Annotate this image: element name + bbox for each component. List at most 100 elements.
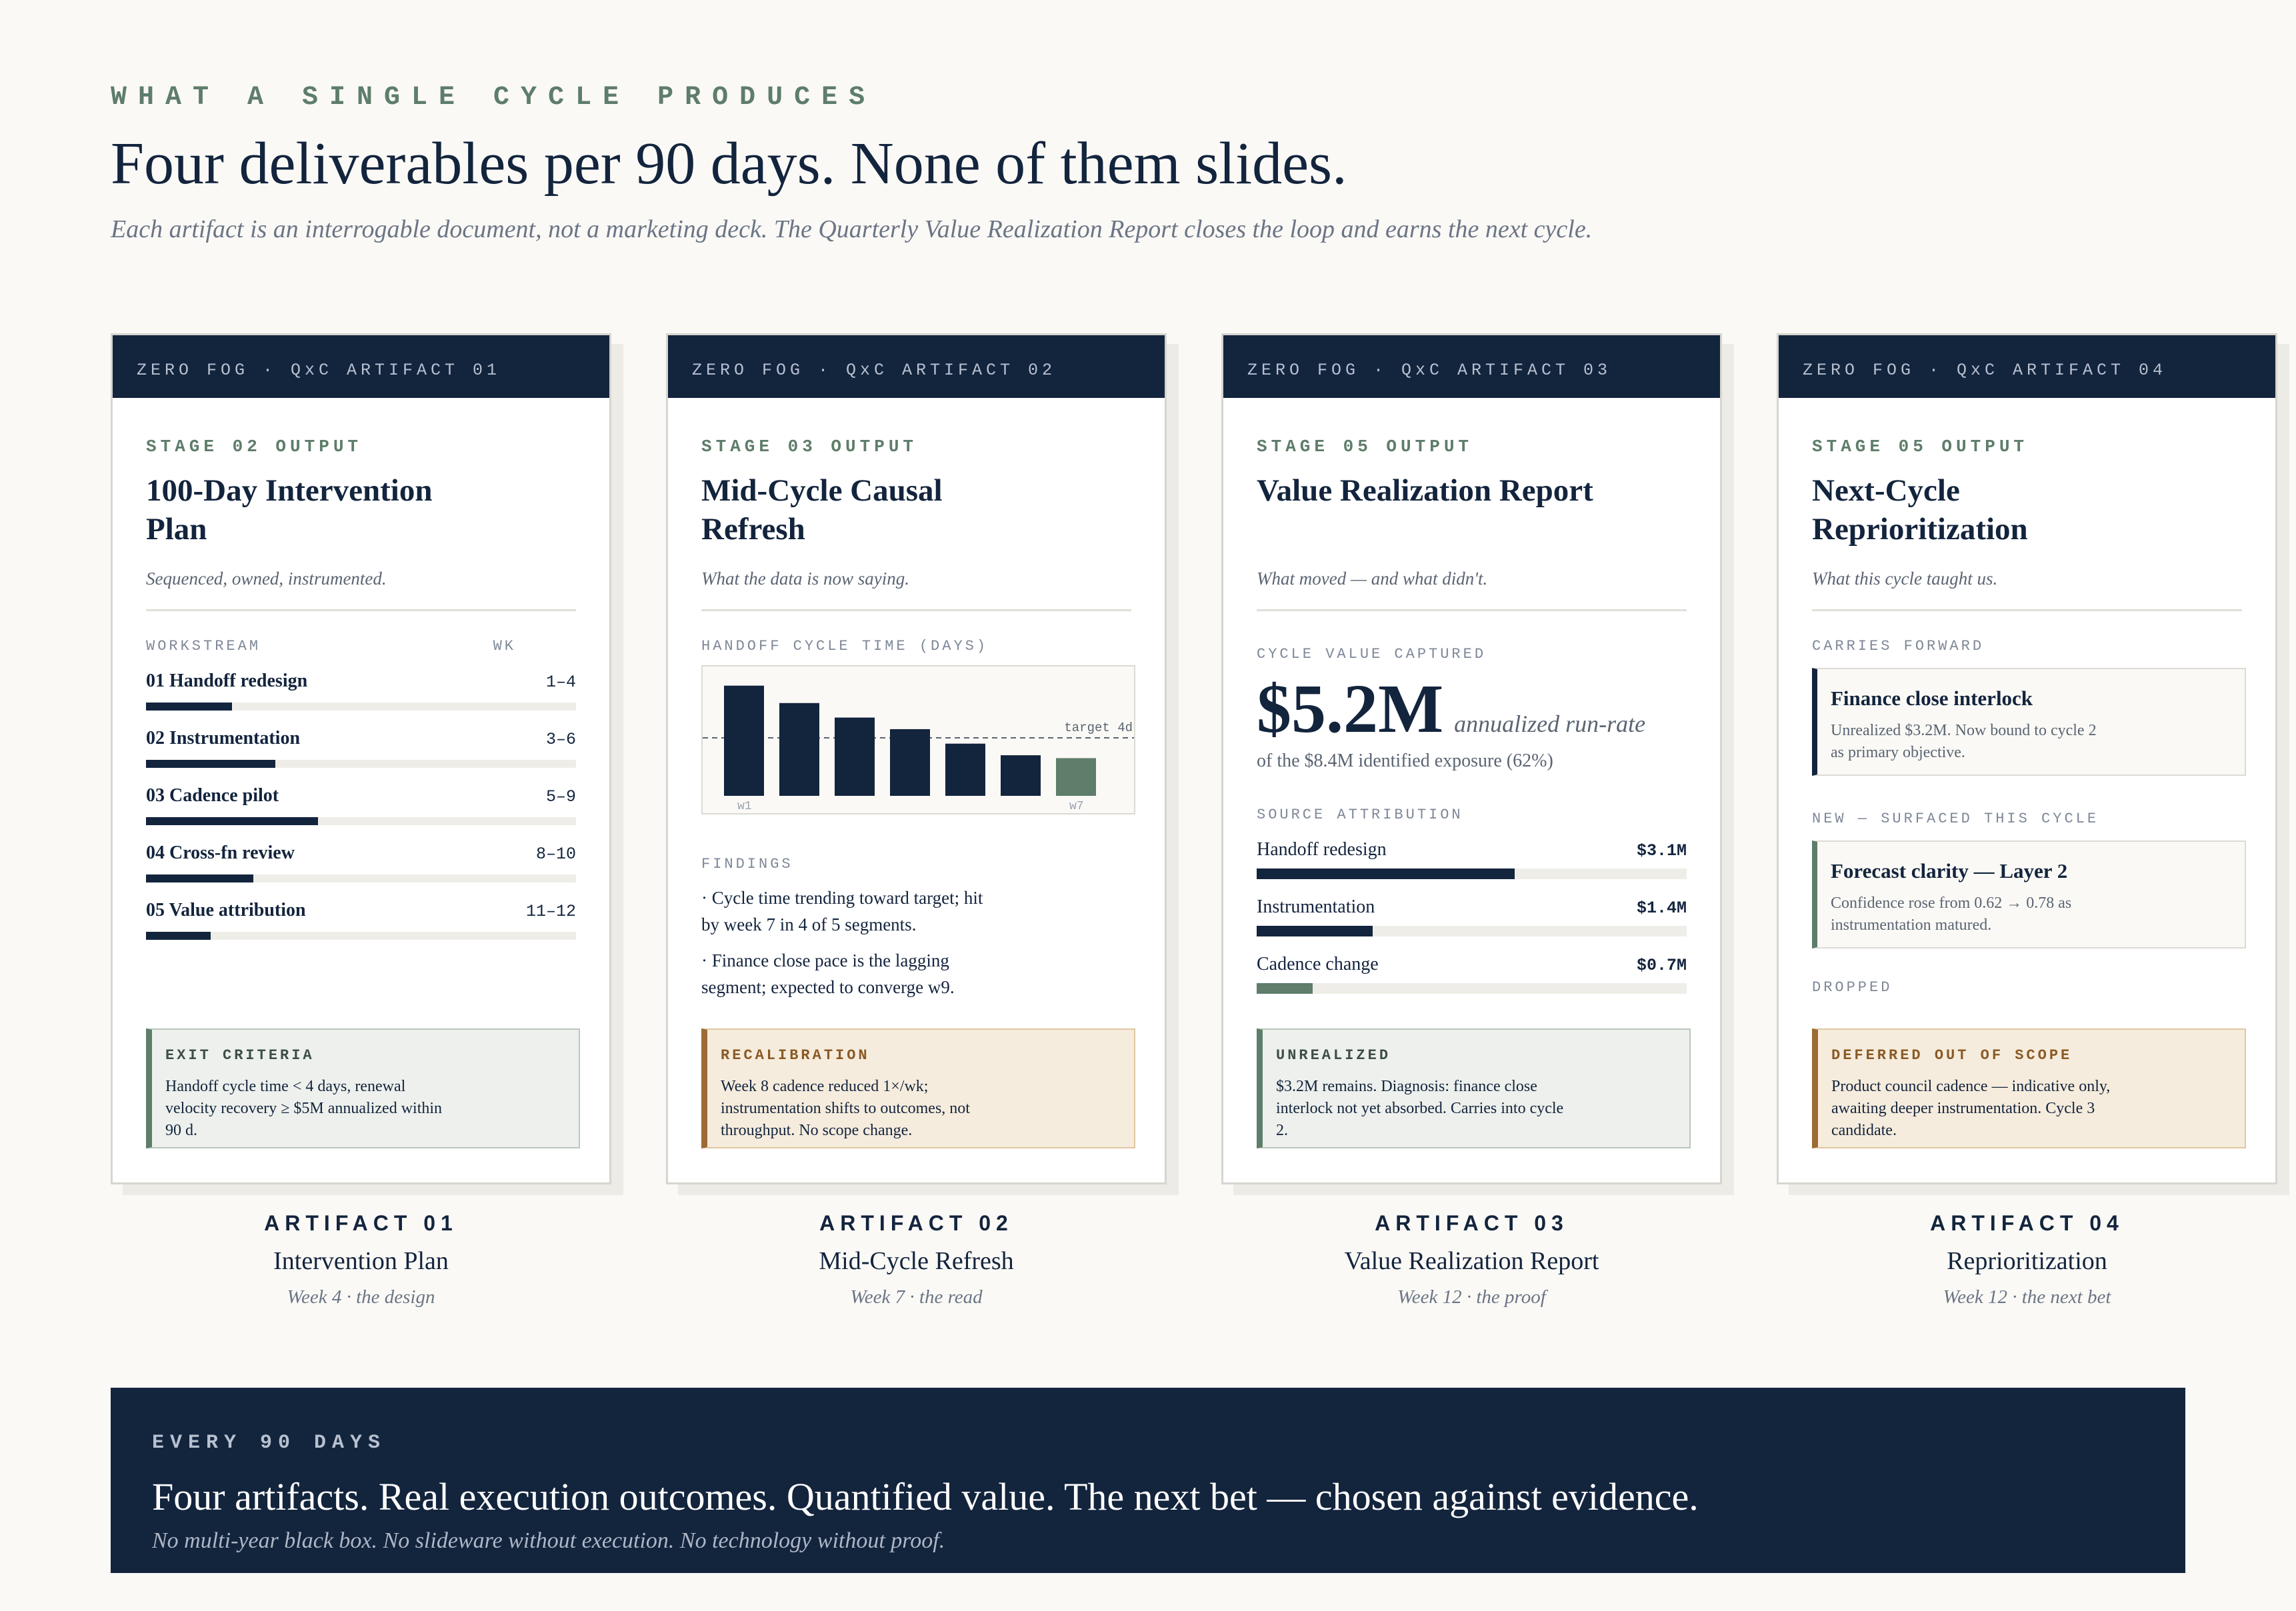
- finding-item: · Finance close pace is the lagging segm…: [701, 950, 955, 997]
- finding-item: · Cycle time trending toward target; hit…: [701, 888, 983, 934]
- value-label: CYCLE VALUE CAPTURED: [1257, 646, 1487, 663]
- carries-forward-text: Unrealized $3.2M. Now bound to cycle 2 a…: [1831, 722, 2097, 761]
- workstream-name: 01 Handoff redesign: [146, 671, 308, 691]
- workstream-weeks: 5–9: [545, 787, 576, 806]
- card-stage: STAGE 05 OUTPUT: [1257, 437, 1473, 457]
- deferred-callout: DEFERRED OUT OF SCOPE Product council ca…: [1812, 1028, 2246, 1148]
- divider: [1257, 609, 1687, 611]
- callout-label: RECALIBRATION: [721, 1047, 870, 1064]
- divider: [701, 609, 1131, 611]
- caption-number: ARTIFACT 03: [1375, 1211, 1569, 1235]
- card-title: Next-Cycle Reprioritization: [1812, 473, 2028, 547]
- x-tick-label: w7: [1069, 800, 1084, 813]
- exit-criteria-callout: EXIT CRITERIA Handoff cycle time < 4 day…: [146, 1028, 580, 1148]
- workstream-name: 04 Cross-fn review: [146, 842, 295, 863]
- workstream-weeks: 1–4: [545, 673, 576, 692]
- card-panel: ZERO FOG · QxC ARTIFACT 04 STAGE 05 OUTP…: [1777, 333, 2277, 1184]
- attribution-row: Instrumentation $1.4M: [1257, 896, 1687, 936]
- band-subtitle: No multi-year black box. No slideware wi…: [152, 1528, 945, 1553]
- caption-name: Value Realization Report: [1344, 1247, 1599, 1275]
- attribution-track: [1257, 868, 1687, 879]
- carries-forward-label: CARRIES FORWARD: [1812, 638, 1985, 655]
- caption-name: Intervention Plan: [273, 1247, 449, 1275]
- week-column-label: WK: [493, 638, 516, 655]
- progress-fill: [146, 760, 275, 768]
- chart-bar: [835, 717, 875, 796]
- attribution-track: [1257, 983, 1687, 994]
- workstream-weeks: 3–6: [545, 730, 576, 749]
- caption-number: ARTIFACT 04: [1930, 1211, 2124, 1235]
- card-title: Value Realization Report: [1257, 473, 1593, 508]
- attribution-name: Handoff redesign: [1257, 839, 1387, 860]
- band-title: Four artifacts. Real execution outcomes.…: [152, 1475, 1699, 1518]
- callout-text: $3.2M remains. Diagnosis: finance close …: [1276, 1078, 1564, 1139]
- attribution-value: $1.4M: [1636, 898, 1687, 918]
- attribution-name: Cadence change: [1257, 954, 1379, 974]
- callout-label: DEFERRED OUT OF SCOPE: [1831, 1047, 2073, 1064]
- artifact-card-1: ZERO FOG · QxC ARTIFACT 01 STAGE 02 OUTP…: [111, 333, 623, 1195]
- new-surfaced-label: NEW — SURFACED THIS CYCLE: [1812, 810, 2099, 827]
- workstream-name: 03 Cadence pilot: [146, 785, 279, 806]
- progress-fill: [146, 817, 318, 825]
- card-header: ZERO FOG · QxC ARTIFACT 02: [668, 335, 1165, 398]
- new-surfaced-box: Forecast clarity — Layer 2 Confidence ro…: [1812, 840, 2246, 948]
- chart-label: HANDOFF CYCLE TIME (DAYS): [701, 638, 989, 655]
- card-header: ZERO FOG · QxC ARTIFACT 04: [1779, 335, 2275, 398]
- caption-week: Week 7 · the read: [850, 1286, 983, 1308]
- progress-fill: [146, 932, 211, 940]
- chart-bar: [1001, 755, 1041, 796]
- band-eyebrow: EVERY 90 DAYS: [152, 1432, 387, 1454]
- chart-bar: [890, 729, 930, 796]
- callout-text: Week 8 cadence reduced 1×/wk; instrument…: [721, 1078, 970, 1139]
- captured-value: $5.2M: [1257, 671, 1444, 747]
- summary-band: EVERY 90 DAYS Four artifacts. Real execu…: [111, 1388, 2185, 1573]
- card-header: ZERO FOG · QxC ARTIFACT 01: [113, 335, 609, 398]
- card-header: ZERO FOG · QxC ARTIFACT 03: [1223, 335, 1720, 398]
- target-label: target 4d: [1064, 721, 1133, 735]
- workstream-row: 05 Value attribution 11–12: [146, 900, 576, 940]
- page-title: Four deliverables per 90 days. None of t…: [111, 131, 1347, 197]
- chart-bar: [945, 743, 985, 796]
- attribution-value: $0.7M: [1636, 956, 1687, 975]
- new-surfaced-text: Confidence rose from 0.62 → 0.78 as inst…: [1831, 894, 2072, 934]
- attribution-value: $3.1M: [1636, 841, 1687, 860]
- caption-week: Week 12 · the next bet: [1943, 1286, 2111, 1308]
- workstream-column-label: WORKSTREAM: [146, 638, 261, 655]
- progress-fill: [146, 874, 254, 882]
- chart-bar: [1056, 758, 1096, 796]
- progress-track: [146, 817, 576, 825]
- x-tick-label: w1: [737, 800, 752, 813]
- card-title: Mid-Cycle Causal Refresh: [701, 473, 943, 547]
- progress-track: [146, 703, 576, 711]
- caption-name: Mid-Cycle Refresh: [819, 1247, 1014, 1275]
- caption-number: ARTIFACT 02: [819, 1211, 1013, 1235]
- recalibration-callout: RECALIBRATION Week 8 cadence reduced 1×/…: [701, 1028, 1135, 1148]
- callout-label: UNREALIZED: [1276, 1047, 1391, 1064]
- progress-track: [146, 760, 576, 768]
- caption-week: Week 4 · the design: [287, 1286, 435, 1308]
- divider: [146, 609, 576, 611]
- divider: [1812, 609, 2242, 611]
- card-title: 100-Day Intervention Plan: [146, 473, 433, 547]
- card-panel: ZERO FOG · QxC ARTIFACT 03 STAGE 05 OUTP…: [1221, 333, 1722, 1184]
- card-tagline: What this cycle taught us.: [1812, 569, 1998, 589]
- progress-track: [146, 874, 576, 882]
- carries-forward-title: Finance close interlock: [1831, 687, 2033, 710]
- artifact-caption-4: ARTIFACT 04 Reprioritization Week 12 · t…: [1777, 1211, 2277, 1308]
- caption-number: ARTIFACT 01: [264, 1211, 458, 1235]
- card-panel: ZERO FOG · QxC ARTIFACT 01 STAGE 02 OUTP…: [111, 333, 611, 1184]
- value-note: annualized run-rate: [1454, 711, 1646, 737]
- value-of-exposure: of the $8.4M identified exposure (62%): [1257, 751, 1553, 771]
- workstream-row: 01 Handoff redesign 1–4: [146, 671, 576, 711]
- attribution-row: Cadence change $0.7M: [1257, 954, 1687, 994]
- callout-label: EXIT CRITERIA: [165, 1047, 315, 1064]
- carries-forward-box: Finance close interlock Unrealized $3.2M…: [1812, 668, 2246, 776]
- card-tagline: What the data is now saying.: [701, 569, 909, 589]
- caption-name: Reprioritization: [1947, 1247, 2107, 1275]
- artifact-caption-2: ARTIFACT 02 Mid-Cycle Refresh Week 7 · t…: [666, 1211, 1167, 1308]
- workstream-weeks: 11–12: [525, 902, 576, 921]
- page-subtitle: Each artifact is an interrogable documen…: [111, 215, 1593, 243]
- new-surfaced-title: Forecast clarity — Layer 2: [1831, 859, 2068, 882]
- artifact-caption-3: ARTIFACT 03 Value Realization Report Wee…: [1221, 1211, 1722, 1308]
- workstream-name: 05 Value attribution: [146, 900, 306, 920]
